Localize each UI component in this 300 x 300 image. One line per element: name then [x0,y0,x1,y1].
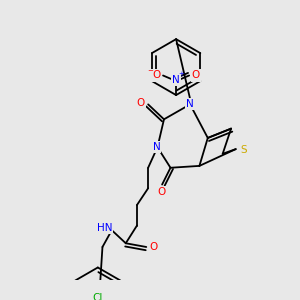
Text: +: + [178,70,184,76]
Text: O: O [152,70,160,80]
Text: S: S [241,145,247,155]
Text: N: N [153,142,160,152]
Text: O: O [191,70,200,80]
Text: O: O [136,98,145,109]
Text: O: O [157,187,165,197]
Text: −: − [147,68,153,74]
Text: O: O [150,242,158,252]
Text: Cl: Cl [92,293,102,300]
Text: HN: HN [97,223,112,233]
Text: N: N [186,99,194,110]
Text: N: N [172,75,180,85]
